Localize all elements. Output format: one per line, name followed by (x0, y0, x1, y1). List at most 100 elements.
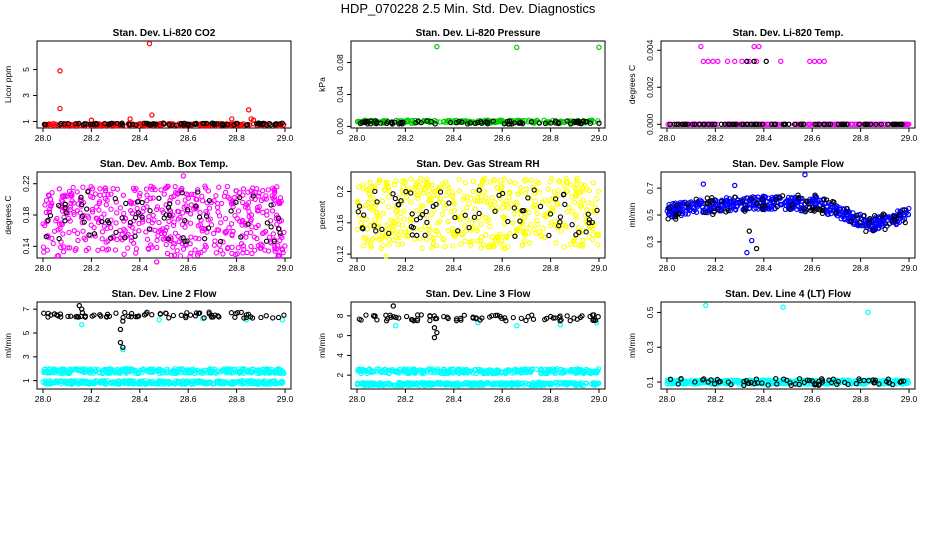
data-point-outlier (724, 58, 731, 65)
data-point (774, 121, 780, 127)
data-point (466, 201, 472, 207)
y-axis-label: ml/min (3, 333, 13, 358)
y-tick-label: 0.00 (335, 118, 345, 135)
data-point (161, 191, 167, 197)
data-point (199, 228, 205, 234)
data-point (429, 245, 435, 251)
data-point (512, 180, 518, 186)
data-point (113, 220, 119, 226)
data-point (260, 188, 266, 194)
data-point (372, 216, 378, 223)
data-point (449, 225, 456, 232)
data-point (217, 247, 224, 253)
data-point (229, 250, 235, 257)
data-point (222, 229, 228, 235)
data-point (528, 177, 534, 183)
data-point (61, 121, 68, 127)
data-point (166, 315, 172, 321)
data-point (510, 314, 516, 321)
data-point (87, 121, 94, 128)
data-point-outlier (698, 43, 704, 50)
data-point (253, 224, 259, 231)
data-point-outlier (802, 171, 808, 178)
data-point (875, 121, 882, 127)
data-point (268, 224, 274, 230)
data-point (478, 221, 484, 227)
data-point (511, 120, 517, 126)
x-tick-label: 28.2 (707, 394, 724, 404)
plot-frame (660, 301, 916, 390)
data-point-outlier (431, 334, 438, 341)
data-point (228, 310, 235, 316)
data-point (139, 214, 145, 220)
data-point (88, 184, 94, 190)
data-point (47, 212, 54, 219)
data-point (215, 209, 221, 215)
data-point (60, 244, 67, 250)
data-point (733, 121, 739, 127)
data-point (69, 198, 75, 204)
data-point (453, 119, 460, 126)
data-point (150, 195, 156, 201)
data-point (537, 203, 544, 210)
panel-title: Stan. Dev. Amb. Box Temp. (100, 159, 228, 170)
data-point (74, 230, 81, 236)
data-point-outlier (753, 58, 760, 65)
data-point (56, 202, 62, 208)
data-point (123, 200, 129, 207)
data-point (395, 241, 401, 247)
data-point (68, 200, 74, 207)
data-point (356, 184, 362, 190)
data-point (780, 121, 786, 127)
data-point (220, 239, 226, 245)
data-point (81, 235, 87, 241)
data-point (166, 212, 173, 218)
data-point (595, 241, 601, 248)
data-point (177, 253, 184, 259)
data-point (696, 121, 702, 127)
data-point (893, 121, 900, 127)
data-point-outlier (390, 303, 396, 309)
data-point (59, 221, 65, 228)
data-point (277, 233, 284, 239)
x-tick-label: 28.6 (494, 133, 511, 143)
data-point (147, 208, 153, 214)
data-point (800, 121, 806, 127)
data-point (745, 121, 751, 127)
data-point (445, 218, 451, 225)
data-point (264, 220, 271, 226)
data-point-outlier (596, 120, 602, 126)
data-point (143, 229, 149, 235)
x-tick-label: 29.0 (277, 394, 294, 404)
data-point-outlier (756, 43, 762, 50)
data-point (85, 189, 91, 195)
data-point (467, 120, 473, 126)
data-point (562, 201, 568, 208)
data-point (166, 207, 173, 213)
data-point (154, 237, 160, 244)
data-point (567, 121, 574, 127)
data-point (237, 195, 243, 201)
data-point (121, 226, 127, 232)
data-point-outlier (245, 107, 252, 113)
data-point (60, 249, 67, 255)
data-point (270, 231, 277, 237)
data-point (414, 208, 420, 214)
data-point (456, 176, 462, 183)
data-point (832, 121, 839, 127)
data-point-outlier (705, 58, 711, 65)
data-point (365, 199, 372, 206)
data-point (195, 189, 201, 195)
panel-title: Stan. Dev. Line 2 Flow (112, 289, 217, 300)
data-point (49, 200, 55, 207)
data-point (472, 120, 478, 126)
data-point (196, 214, 203, 220)
data-point (408, 176, 414, 182)
data-point (43, 209, 49, 216)
data-point-outlier (746, 58, 752, 65)
data-point (548, 120, 554, 126)
data-point (384, 120, 390, 126)
data-point (108, 206, 114, 212)
data-point (517, 185, 524, 191)
